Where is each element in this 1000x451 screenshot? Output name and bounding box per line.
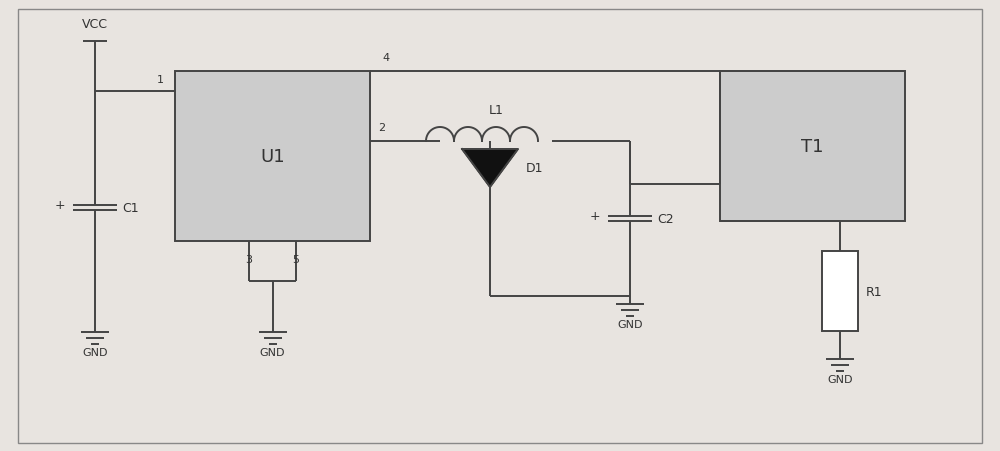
Text: U1: U1	[260, 147, 285, 166]
Text: D1: D1	[526, 162, 544, 175]
Text: C1: C1	[122, 202, 139, 215]
Polygon shape	[462, 150, 518, 188]
Bar	[720, 72, 905, 221]
Text: +: +	[589, 210, 600, 223]
Text: +: +	[54, 199, 65, 212]
Text: 3: 3	[246, 254, 253, 264]
Text: 5: 5	[292, 254, 299, 264]
Text: VCC: VCC	[82, 18, 108, 30]
Text: R1: R1	[866, 285, 883, 298]
Text: C2: C2	[657, 212, 674, 226]
Bar	[175, 72, 370, 241]
Bar	[822, 252, 858, 331]
Text: GND: GND	[82, 347, 108, 357]
Text: T1: T1	[801, 138, 824, 156]
Text: 4: 4	[382, 53, 389, 63]
Text: GND: GND	[617, 319, 643, 329]
Text: 2: 2	[378, 123, 385, 133]
Text: GND: GND	[827, 374, 853, 384]
Text: L1: L1	[489, 103, 503, 116]
Text: GND: GND	[260, 347, 285, 357]
Text: 1: 1	[157, 75, 164, 85]
